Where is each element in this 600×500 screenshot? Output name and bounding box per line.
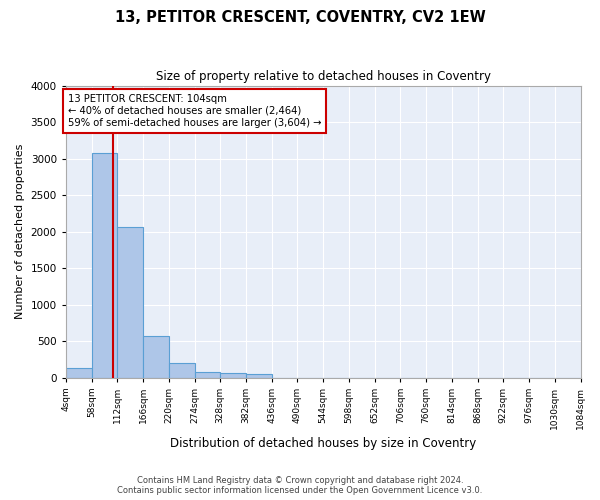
Text: Contains HM Land Registry data © Crown copyright and database right 2024.
Contai: Contains HM Land Registry data © Crown c… <box>118 476 482 495</box>
Bar <box>143 336 169 378</box>
Bar <box>220 374 246 378</box>
Text: 13, PETITOR CRESCENT, COVENTRY, CV2 1EW: 13, PETITOR CRESCENT, COVENTRY, CV2 1EW <box>115 10 485 25</box>
Bar <box>66 368 92 378</box>
Bar <box>169 364 194 378</box>
Title: Size of property relative to detached houses in Coventry: Size of property relative to detached ho… <box>155 70 491 83</box>
Bar <box>246 374 272 378</box>
Bar <box>92 154 118 378</box>
Bar <box>194 372 220 378</box>
X-axis label: Distribution of detached houses by size in Coventry: Distribution of detached houses by size … <box>170 437 476 450</box>
Bar <box>118 227 143 378</box>
Text: 13 PETITOR CRESCENT: 104sqm
← 40% of detached houses are smaller (2,464)
59% of : 13 PETITOR CRESCENT: 104sqm ← 40% of det… <box>68 94 321 128</box>
Y-axis label: Number of detached properties: Number of detached properties <box>15 144 25 319</box>
